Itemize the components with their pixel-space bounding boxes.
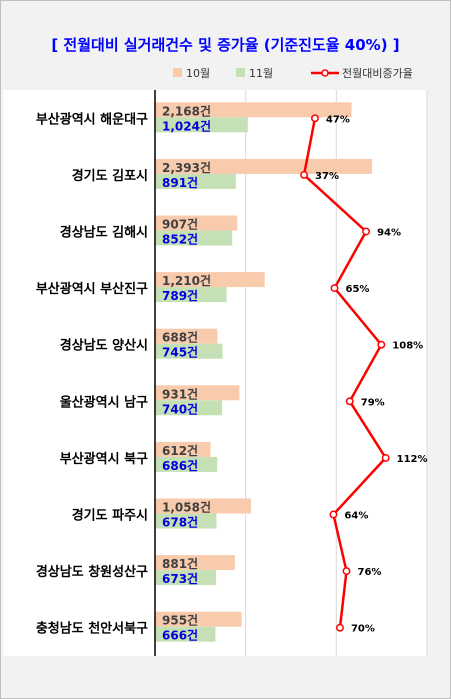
bar-oct — [155, 158, 372, 174]
rate-label: 112% — [397, 454, 428, 465]
bar-oct — [155, 215, 238, 231]
rate-point — [330, 284, 339, 293]
bar-nov — [155, 287, 227, 303]
legend-label-rate: 전월대비증가율 — [342, 67, 413, 80]
bar-oct — [155, 385, 240, 401]
data-label-oct: 612건 — [162, 443, 198, 458]
rate-point — [345, 397, 354, 406]
data-label-nov: 789건 — [162, 288, 198, 303]
bar-nov — [155, 456, 218, 472]
bar-nov — [155, 117, 248, 133]
category-label: 경기도 김포시 — [72, 168, 148, 184]
rate-label: 65% — [346, 284, 370, 295]
rate-label: 47% — [326, 114, 350, 125]
category-label: 경상남도 양산시 — [60, 338, 148, 354]
data-label-nov: 1,024건 — [162, 118, 211, 133]
data-label-nov: 740건 — [162, 401, 198, 416]
rate-label: 108% — [392, 341, 423, 352]
data-label-oct: 881건 — [162, 556, 198, 571]
rate-point — [300, 170, 309, 179]
data-label-oct: 1,058건 — [162, 500, 211, 515]
rate-label: 79% — [361, 397, 385, 408]
rate-point — [381, 453, 390, 462]
rate-label: 76% — [357, 567, 381, 578]
legend-label-nov: 11월 — [249, 67, 274, 80]
legend-swatch-oct — [173, 68, 182, 77]
data-label-oct: 1,210건 — [162, 273, 211, 288]
bar-oct — [155, 102, 352, 118]
bar-oct — [155, 441, 211, 457]
legend-label-oct: 10월 — [186, 67, 211, 80]
category-label: 경상남도 김해시 — [60, 225, 148, 241]
rate-point — [329, 510, 338, 519]
chart-title: [ 전월대비 실거래건수 및 증가율 (기준진도율 40%) ] — [51, 36, 400, 54]
rate-point — [342, 567, 351, 576]
rate-label: 94% — [377, 228, 401, 239]
bar-oct — [155, 328, 218, 344]
data-label-nov: 891건 — [162, 175, 198, 190]
rate-label: 37% — [315, 171, 339, 182]
category-label: 부산광역시 해운대구 — [36, 111, 148, 127]
data-label-oct: 688건 — [162, 330, 198, 345]
rate-line — [302, 118, 387, 628]
category-label: 경기도 파주시 — [72, 508, 148, 524]
data-label-nov: 745건 — [162, 345, 198, 360]
legend-line-icon — [311, 69, 339, 77]
bar-nov — [155, 513, 217, 529]
data-label-nov: 852건 — [162, 232, 198, 247]
bar-nov — [155, 570, 217, 586]
category-label: 부산광역시 부산진구 — [36, 281, 148, 297]
rate-point — [377, 340, 386, 349]
bar-oct — [155, 498, 251, 514]
bar-oct — [155, 555, 235, 571]
rate-point — [336, 623, 344, 632]
data-label-oct: 2,393건 — [162, 160, 211, 175]
bar-oct — [155, 611, 242, 627]
bar-oct — [155, 272, 265, 288]
category-label: 울산광역시 남구 — [60, 394, 148, 410]
data-label-oct: 955건 — [162, 613, 198, 628]
legend: 10월 11월 전월대비증가율 — [0, 63, 451, 83]
data-label-nov: 673건 — [162, 571, 198, 586]
bar-nov — [155, 343, 223, 359]
rate-label: 70% — [351, 624, 375, 635]
rate-point — [362, 227, 371, 236]
bar-nov — [155, 230, 233, 246]
data-label-oct: 2,168건 — [162, 103, 211, 118]
rate-label: 64% — [344, 511, 368, 522]
data-label-nov: 666건 — [162, 628, 198, 643]
category-label: 부산광역시 북구 — [60, 451, 148, 467]
data-label-nov: 686건 — [162, 458, 198, 473]
legend-swatch-nov — [236, 68, 245, 77]
bar-nov — [155, 626, 216, 642]
bar-nov — [155, 173, 236, 189]
category-label: 경상남도 창원성산구 — [36, 564, 148, 580]
data-label-nov: 678건 — [162, 515, 198, 530]
category-label: 충청남도 천안서북구 — [36, 621, 148, 637]
rate-point — [310, 114, 319, 123]
bar-nov — [155, 400, 223, 416]
data-label-oct: 907건 — [162, 217, 198, 232]
data-label-oct: 931건 — [162, 386, 198, 401]
